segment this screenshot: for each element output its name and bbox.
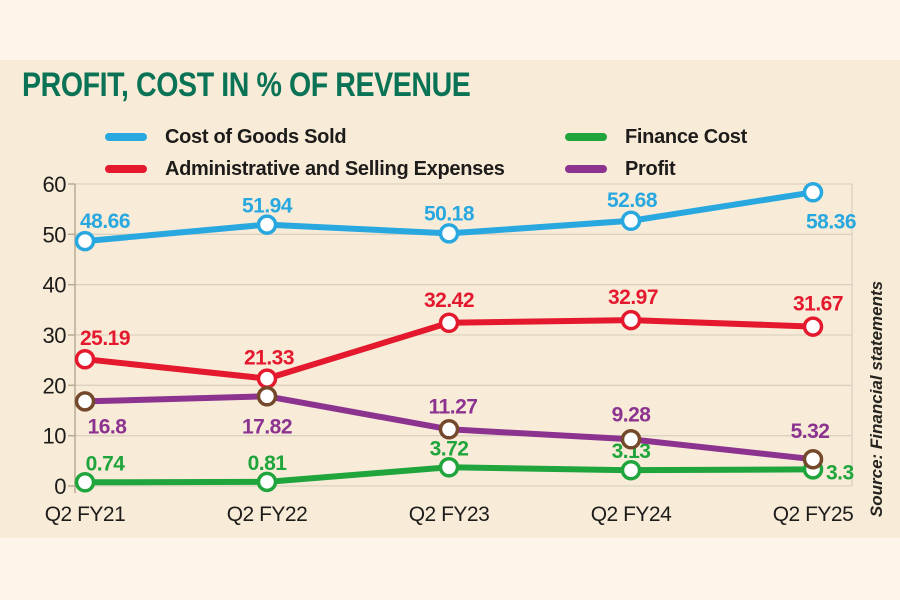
data-label: 25.19	[80, 327, 130, 350]
data-point	[620, 459, 642, 481]
data-point	[802, 448, 824, 470]
data-point	[620, 309, 642, 331]
legend-swatch-cost-of-goods-sold	[105, 133, 147, 141]
series-administrative-and-selling-expenses: 25.19 21.33 32.42 32.97 31.67	[74, 286, 844, 389]
legend-item-admin-selling-expenses: Administrative and Selling Expenses	[105, 158, 505, 180]
legend-label: Administrative and Selling Expenses	[165, 157, 505, 180]
data-label: 11.27	[429, 395, 478, 418]
data-label: 3.13	[612, 440, 651, 463]
x-axis-label: Q2 FY22	[227, 503, 308, 526]
data-label: 48.66	[80, 210, 130, 233]
data-label: 3.3	[826, 461, 854, 484]
legend-item-profit: Profit	[565, 157, 676, 180]
data-point	[438, 312, 460, 334]
x-axis-label: Q2 FY25	[773, 503, 854, 526]
data-label: 16.8	[88, 415, 128, 438]
data-label: 32.97	[608, 286, 658, 309]
data-point	[802, 316, 824, 337]
y-tick-label: 50	[43, 222, 67, 247]
data-label: 5.32	[791, 420, 830, 443]
data-point	[620, 429, 642, 450]
data-label: 17.82	[242, 415, 292, 438]
data-point	[74, 391, 96, 412]
legend-swatch-profit	[565, 165, 607, 173]
legend-label: Cost of Goods Sold	[165, 125, 347, 148]
data-point	[438, 419, 460, 440]
legend-label: Profit	[625, 157, 676, 180]
data-point	[74, 230, 96, 252]
data-label: 32.42	[424, 289, 474, 312]
x-axis-label: Q2 FY23	[409, 503, 490, 526]
data-point	[438, 457, 460, 478]
data-point	[256, 214, 278, 235]
legend-item-finance-cost: Finance Cost	[565, 126, 747, 148]
y-tick-label: 20	[43, 373, 67, 398]
legend-item-cost-of-goods-sold: Cost of Goods Sold	[105, 125, 347, 148]
data-point	[74, 348, 96, 370]
x-axis-labels: Q2 FY21 Q2 FY22 Q2 FY23 Q2 FY24 Q2 FY25	[45, 503, 854, 526]
data-label: 58.36	[806, 210, 856, 233]
legend-swatch-admin-selling-expenses	[105, 165, 147, 173]
data-label: 21.33	[244, 347, 294, 370]
data-label: 0.74	[86, 452, 126, 475]
legend-label: Finance Cost	[625, 125, 747, 148]
data-label: 51.94	[242, 195, 293, 218]
x-axis-label: Q2 FY24	[591, 503, 672, 526]
x-axis-label: Q2 FY21	[45, 503, 126, 526]
y-tick-label: 30	[43, 323, 67, 348]
data-label: 31.67	[793, 293, 843, 316]
y-tick-label: 60	[43, 172, 67, 197]
data-point	[802, 182, 824, 203]
data-label: 9.28	[612, 403, 652, 426]
data-label: 0.81	[248, 452, 288, 475]
data-point	[74, 472, 96, 493]
series-profit: 16.8 17.82 11.27 9.28 5.32	[74, 386, 830, 470]
data-label: 50.18	[424, 202, 475, 225]
data-point	[256, 368, 278, 389]
legend-swatch-finance-cost	[565, 133, 607, 141]
data-label: 3.72	[430, 437, 469, 460]
series-finance-cost: 0.74 0.81 3.72 3.13 3.3	[74, 437, 854, 493]
page-title: PROFIT, COST IN % OF REVENUE	[22, 66, 471, 104]
y-grid: 0 10 20 30 40 50 60	[43, 172, 852, 499]
data-point	[620, 210, 642, 232]
data-point	[256, 386, 278, 407]
y-tick-label: 0	[54, 474, 66, 499]
y-tick-label: 40	[43, 273, 67, 298]
data-point	[438, 223, 460, 244]
data-label: 52.68	[607, 189, 658, 212]
series-cost-of-goods-sold: 48.66 51.94 50.18 52.68 58.36	[74, 182, 857, 252]
source-note: Source: Financial statements	[867, 280, 886, 518]
data-point	[256, 471, 278, 493]
y-tick-label: 10	[43, 424, 67, 449]
